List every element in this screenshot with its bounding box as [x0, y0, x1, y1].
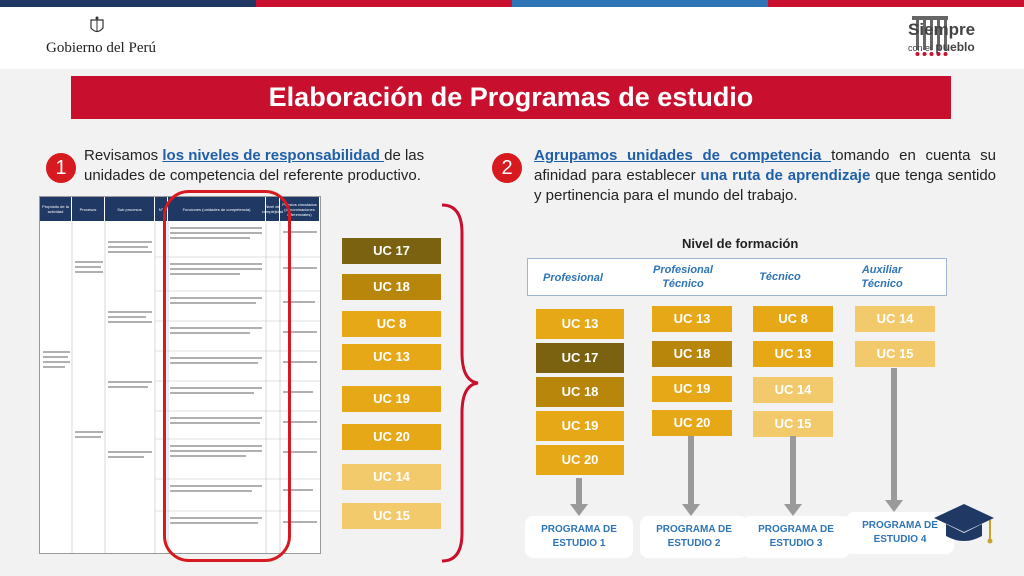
- step-1-link[interactable]: los niveles de responsabilidad: [162, 147, 385, 164]
- uc-chip: UC 19: [342, 386, 441, 412]
- step-2-badge: 2: [492, 153, 522, 183]
- uc-chip: UC 19: [536, 411, 624, 441]
- header-bar: [0, 7, 1024, 69]
- table-header-cell: Procesos: [72, 197, 105, 221]
- uc-chip: UC 13: [652, 306, 732, 332]
- uc-chip: UC 17: [342, 238, 441, 264]
- step-2-link[interactable]: Agrupamos unidades de competencia: [534, 147, 832, 164]
- uc-chip: UC 13: [753, 341, 833, 367]
- brand-line2: con el pueblo: [908, 40, 975, 54]
- uc-chip: UC 14: [753, 377, 833, 403]
- uc-chip: UC 20: [342, 424, 441, 450]
- program-4: PROGRAMA DE ESTUDIO 4: [846, 512, 954, 554]
- uc-chip: UC 20: [536, 445, 624, 475]
- uc-chip: UC 20: [652, 410, 732, 436]
- uc-chip: UC 18: [652, 341, 732, 367]
- uc-chip: UC 18: [536, 377, 624, 407]
- levels-box: [527, 258, 947, 296]
- level-profesional-tecnico: Profesional Técnico: [653, 264, 713, 290]
- uc-chip: UC 13: [536, 309, 624, 339]
- arrow-shaft: [576, 478, 582, 506]
- page-title: Elaboración de Programas de estudio: [71, 76, 951, 119]
- brand-line1: Siempre: [908, 20, 976, 39]
- step-2-text: Agrupamos unidades de competencia tomand…: [534, 147, 997, 204]
- uc-chip: UC 15: [855, 341, 935, 367]
- nivel-title: Nivel de formación: [682, 236, 799, 251]
- arrow-shaft: [891, 368, 897, 502]
- arrow-shaft: [790, 436, 796, 506]
- arrow-shaft: [688, 436, 694, 506]
- level-tecnico: Técnico: [759, 271, 801, 283]
- program-3: PROGRAMA DE ESTUDIO 3: [742, 516, 850, 558]
- program-1: PROGRAMA DE ESTUDIO 1: [525, 516, 633, 558]
- graduation-cap-icon: [934, 504, 994, 544]
- arrow-down-icon: [885, 500, 903, 512]
- arrow-down-icon: [682, 504, 700, 516]
- table-header-cell: Propósito de la actividad: [40, 197, 72, 221]
- uc-chip: UC 14: [855, 306, 935, 332]
- uc-chip: UC 17: [536, 343, 624, 373]
- uc-chip: UC 8: [342, 311, 441, 337]
- table-header-cell: Sub procesos: [105, 197, 155, 221]
- step-1-badge: 1: [46, 153, 76, 183]
- uc-chip: UC 18: [342, 274, 441, 300]
- siempre-logo-icon: [912, 16, 948, 56]
- top-color-strip: [0, 0, 1024, 7]
- uc-chip: UC 13: [342, 344, 441, 370]
- ruta-aprendizaje-highlight: una ruta de aprendizaje: [700, 167, 871, 184]
- level-auxiliar-tecnico: Auxiliar Técnico: [861, 264, 903, 290]
- uc-chip: UC 15: [753, 411, 833, 437]
- highlight-oval: [163, 190, 291, 562]
- uc-chip: UC 19: [652, 376, 732, 402]
- program-2: PROGRAMA DE ESTUDIO 2: [640, 516, 748, 558]
- level-profesional: Profesional: [543, 272, 603, 284]
- peru-crest-icon: [90, 16, 104, 33]
- uc-chip: UC 15: [342, 503, 441, 529]
- right-brace-icon: [441, 203, 479, 563]
- arrow-down-icon: [784, 504, 802, 516]
- competency-table: Propósito de la actividad Procesos Sub p…: [39, 196, 321, 554]
- table-header-cell: Puestos vinculados (denominaciones refer…: [280, 197, 320, 221]
- uc-chip: UC 14: [342, 464, 441, 490]
- uc-chip: UC 8: [753, 306, 833, 332]
- gobierno-label: Gobierno del Perú: [46, 40, 156, 56]
- arrow-down-icon: [570, 504, 588, 516]
- table-grid: [43, 221, 320, 553]
- step-1-text: Revisamos los niveles de responsabilidad…: [84, 147, 425, 184]
